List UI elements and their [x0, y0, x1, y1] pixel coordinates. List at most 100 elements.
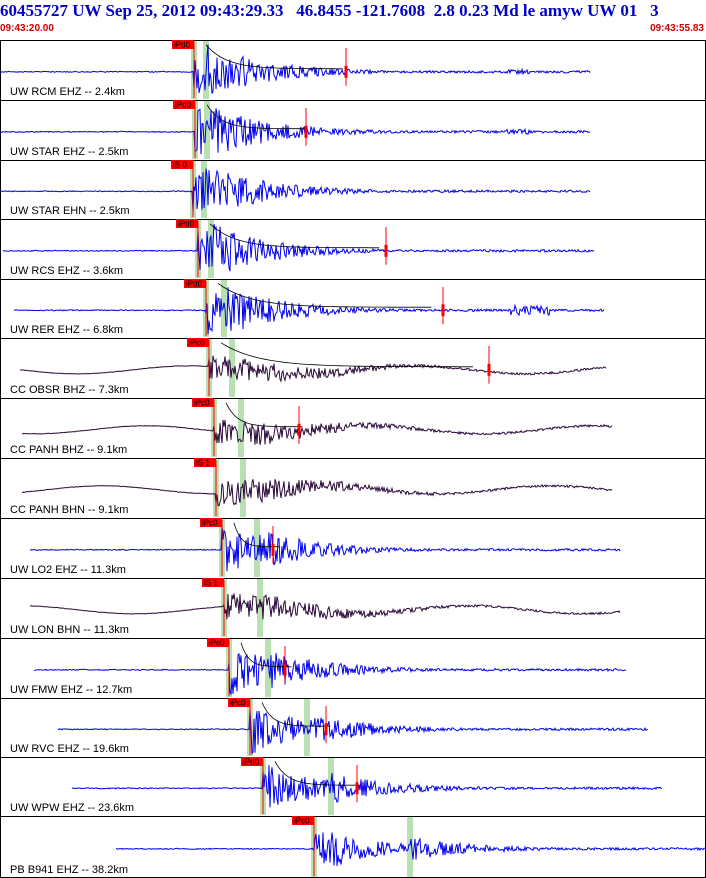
- trace-panel: iPd0 UW STAR EHZ -- 2.5km: [0, 100, 706, 161]
- s-window: [407, 817, 413, 877]
- trace-panel: iS 0 UW STAR EHN -- 2.5km: [0, 160, 706, 220]
- pick-label: iPc0: [189, 339, 205, 348]
- coda-decay-curve: [261, 702, 331, 727]
- station-label: CC OBSR BHZ -- 7.3km: [10, 384, 129, 396]
- pick-label: iPc0: [294, 817, 310, 826]
- station-label: UW STAR EHN -- 2.5km: [10, 205, 130, 217]
- station-label: UW STAR EHZ -- 2.5km: [10, 146, 128, 158]
- pick-label-box: [192, 398, 214, 407]
- pick-label-box: [292, 816, 314, 825]
- station-label: UW LO2 EHZ -- 11.3km: [10, 564, 126, 576]
- trace-panel: iPc0 UW LO2 EHZ -- 11.3km: [0, 518, 706, 579]
- pick-label: iPc0: [202, 519, 218, 528]
- pick-label: iPd0: [178, 220, 195, 229]
- s-window: [201, 161, 207, 218]
- pick-label-box: [202, 578, 224, 587]
- s-window: [254, 519, 260, 577]
- waveform: [34, 652, 627, 696]
- station-label: UW RCS EHZ -- 3.6km: [10, 265, 123, 277]
- end-time: 09:43:55.83: [650, 23, 704, 34]
- pick-label: iS 0: [173, 161, 187, 170]
- waveform: [13, 287, 605, 335]
- pick-label: iPd0: [243, 758, 260, 767]
- station-label: CC PANH BHZ -- 9.1km: [10, 444, 127, 456]
- trace-panel: iPc0 CC PANH BHZ -- 9.1km: [0, 398, 706, 459]
- waveform: [29, 593, 621, 621]
- coda-pick-marker: [355, 782, 359, 795]
- waveform: [2, 223, 595, 272]
- pick-label-box: [187, 338, 209, 347]
- pick-label-box: [241, 757, 263, 766]
- trace-panel: iPc0 CC OBSR BHZ -- 7.3km: [0, 338, 706, 399]
- trace-panel: iPd0 UW RCM EHZ -- 2.4km: [0, 40, 706, 101]
- event-header: 60455727 UW Sep 25, 2012 09:43:29.33 46.…: [0, 0, 706, 40]
- pick-label: iPd0: [174, 41, 191, 50]
- trace-panel: iPd0 UW RER EHZ -- 6.8km: [0, 279, 706, 339]
- pick-label-box: [172, 40, 194, 49]
- coda-pick-marker: [271, 543, 275, 556]
- waveform: [0, 108, 591, 155]
- s-window: [257, 579, 263, 637]
- coda-pick-marker: [324, 723, 328, 736]
- waveform: [29, 524, 621, 572]
- coda-decay-curve: [225, 402, 303, 428]
- pick-label: iPc0: [209, 639, 225, 648]
- waveform: [19, 355, 607, 383]
- station-label: UW WPW EHZ -- 23.6km: [10, 802, 134, 814]
- pick-label: iPd0: [175, 101, 192, 110]
- waveform: [0, 44, 591, 94]
- coda-pick-marker: [384, 244, 388, 257]
- waveform: [0, 168, 591, 213]
- coda-pick-marker: [344, 65, 348, 78]
- s-window: [238, 399, 244, 457]
- trace-panel: iPc0 UW RVC EHZ -- 19.6km: [0, 698, 706, 758]
- coda-pick-marker: [441, 304, 445, 317]
- pick-label: iS 1: [196, 459, 210, 468]
- waveform: [57, 709, 649, 755]
- coda-decay-curve: [220, 342, 473, 368]
- s-window: [204, 101, 210, 159]
- pick-label: iPc0: [230, 699, 246, 708]
- s-window: [229, 339, 235, 397]
- pick-label-box: [171, 160, 193, 169]
- s-window: [265, 639, 271, 697]
- pick-label-box: [176, 219, 198, 228]
- pick-label-box: [194, 458, 216, 467]
- station-label: CC PANH BHN -- 9.1km: [10, 504, 128, 516]
- coda-decay-curve: [206, 104, 307, 130]
- seismogram-plot: iPd0 UW RCM EHZ -- 2.4km iPd0 UW STAR EHZ -…: [0, 40, 706, 878]
- pick-label-box: [173, 100, 195, 109]
- event-title: 60455727 UW Sep 25, 2012 09:43:29.33 46.…: [0, 1, 659, 20]
- coda-decay-curve: [209, 223, 380, 249]
- coda-decay-curve: [205, 44, 343, 70]
- coda-decay-curve: [240, 642, 292, 668]
- coda-pick-marker: [487, 363, 491, 376]
- station-label: UW RCM EHZ -- 2.4km: [10, 86, 125, 98]
- coda-pick-marker: [297, 423, 301, 436]
- waveform: [22, 419, 613, 445]
- pick-label-box: [184, 279, 206, 288]
- trace-panel: iS 1 UW LON BHN -- 11.3km: [0, 578, 706, 639]
- trace-panel: iPd0 UW RCS EHZ -- 3.6km: [0, 219, 706, 280]
- pick-label-box: [228, 698, 250, 707]
- station-label: UW RVC EHZ -- 19.6km: [10, 743, 129, 755]
- station-label: UW LON BHN -- 11.3km: [10, 624, 129, 636]
- coda-decay-curve: [217, 282, 432, 308]
- coda-pick-marker: [283, 663, 287, 676]
- trace-panel: iPd0 UW WPW EHZ -- 23.6km: [0, 757, 706, 817]
- pick-label: iPd0: [186, 280, 203, 289]
- pick-label-box: [200, 518, 222, 527]
- coda-pick-marker: [304, 125, 308, 138]
- waveform: [21, 479, 613, 507]
- pick-label: iPc0: [194, 399, 210, 408]
- start-time: 09:43:20.00: [0, 23, 54, 34]
- trace-panel: iPc0 PB B941 EHZ -- 38.2km: [10, 816, 706, 877]
- coda-decay-curve: [274, 761, 360, 786]
- trace-panel: iPc0 UW FMW EHZ -- 12.7km: [0, 638, 706, 699]
- trace-panel: iS 1 CC PANH BHN -- 9.1km: [0, 458, 706, 519]
- station-label: UW FMW EHZ -- 12.7km: [10, 684, 132, 696]
- waveform: [115, 832, 706, 866]
- waveform: [71, 765, 662, 808]
- pick-label: iS 1: [204, 579, 218, 588]
- station-label: UW RER EHZ -- 6.8km: [10, 324, 123, 336]
